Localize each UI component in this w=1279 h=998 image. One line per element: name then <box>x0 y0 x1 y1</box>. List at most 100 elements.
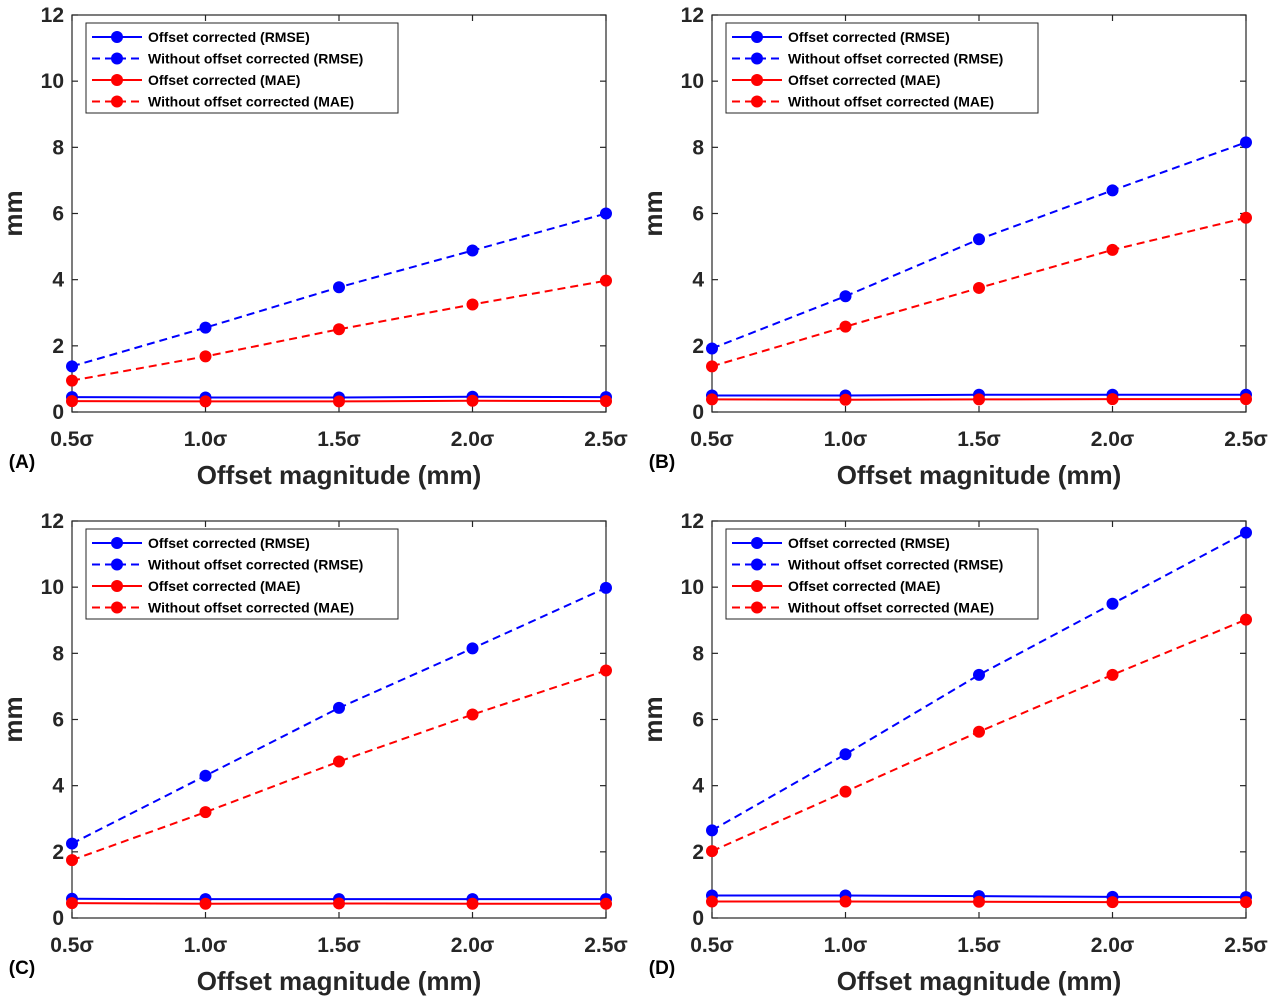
x-tick-label: 0.5σ <box>50 428 94 451</box>
x-tick-label: 1.5σ <box>957 428 1001 451</box>
data-point <box>333 701 345 714</box>
y-tick-label: 2 <box>692 841 704 864</box>
data-point <box>706 393 718 406</box>
data-point <box>1240 526 1252 539</box>
legend: Offset corrected (RMSE) Without offset co… <box>725 528 1039 620</box>
legend-entry: Offset corrected (MAE) <box>148 578 300 594</box>
y-axis-label: mm <box>0 696 28 742</box>
y-tick-label: 12 <box>681 4 704 27</box>
y-tick-label: 6 <box>52 203 64 226</box>
data-point <box>66 395 78 408</box>
y-tick-label: 6 <box>692 709 704 732</box>
data-point <box>839 895 852 908</box>
legend-marker <box>111 74 123 86</box>
y-tick-label: 0 <box>692 401 704 424</box>
legend-marker <box>751 537 763 549</box>
data-point <box>973 725 985 738</box>
x-axis-label: Offset magnitude (mm) <box>197 966 482 996</box>
data-point <box>66 360 78 373</box>
data-point <box>600 274 612 287</box>
data-point <box>973 393 985 406</box>
data-point <box>466 642 479 655</box>
x-tick-label: 2.5σ <box>584 428 628 451</box>
legend-entry: Without offset corrected (RMSE) <box>788 557 1003 573</box>
panel-label: (B) <box>649 452 675 473</box>
y-tick-label: 4 <box>692 775 704 798</box>
x-tick-label: 2.5σ <box>1224 428 1268 451</box>
legend: Offset corrected (RMSE) Without offset co… <box>85 528 399 620</box>
data-point <box>333 323 345 336</box>
legend-entry: Without offset corrected (RMSE) <box>788 51 1003 67</box>
y-tick-label: 12 <box>681 510 704 533</box>
x-tick-label: 1.0σ <box>824 428 868 451</box>
legend-entry: Without offset corrected (MAE) <box>148 94 354 110</box>
data-point <box>1240 136 1252 149</box>
data-point <box>839 290 852 303</box>
x-tick-label: 1.5σ <box>957 934 1001 957</box>
data-point <box>199 769 212 782</box>
data-point <box>1106 597 1119 610</box>
series-4 <box>706 211 1252 373</box>
series-4 <box>66 664 612 867</box>
data-point <box>1106 896 1119 909</box>
data-point <box>973 668 985 681</box>
data-point <box>973 281 985 294</box>
x-tick-label: 1.5σ <box>317 934 361 957</box>
x-tick-label: 0.5σ <box>690 934 734 957</box>
x-tick-label: 2.0σ <box>451 934 495 957</box>
data-point <box>706 342 718 355</box>
data-point <box>839 785 852 798</box>
data-point <box>466 244 479 257</box>
data-point <box>66 897 78 910</box>
x-tick-label: 1.0σ <box>184 934 228 957</box>
x-tick-label: 2.0σ <box>1091 934 1135 957</box>
x-tick-label: 2.5σ <box>1224 934 1268 957</box>
y-tick-label: 8 <box>52 136 64 159</box>
series-3 <box>706 895 1252 909</box>
legend-entry: Without offset corrected (RMSE) <box>148 557 363 573</box>
series-line <box>711 141 1247 350</box>
legend-marker <box>751 95 763 108</box>
series-line <box>71 586 607 845</box>
legend-marker <box>111 537 123 549</box>
data-point <box>1240 393 1252 406</box>
chart-panel-3: 0 2 4 6 8 10 12 0.5σ 1.0σ 1.5σ 2.0σ 2.5σ Offset magn… <box>0 510 628 996</box>
legend-entry: Offset corrected (RMSE) <box>788 535 950 551</box>
data-point <box>199 897 212 910</box>
x-axis-label: Offset magnitude (mm) <box>837 460 1122 490</box>
y-tick-label: 6 <box>52 709 64 732</box>
series-3 <box>706 393 1252 406</box>
series-line <box>71 669 607 862</box>
x-tick-label: 1.0σ <box>184 428 228 451</box>
data-point <box>199 350 212 363</box>
legend-entry: Without offset corrected (RMSE) <box>148 51 363 67</box>
data-point <box>1240 613 1252 626</box>
series-2 <box>706 526 1252 837</box>
data-point <box>66 854 78 867</box>
legend-entry: Offset corrected (RMSE) <box>148 29 310 45</box>
data-point <box>600 207 612 220</box>
chart-panel-4: 0 2 4 6 8 10 12 0.5σ 1.0σ 1.5σ 2.0σ 2.5σ Offset magn… <box>638 510 1268 996</box>
data-point <box>973 895 985 908</box>
legend-entry: Without offset corrected (MAE) <box>788 94 994 110</box>
x-tick-label: 1.5σ <box>317 428 361 451</box>
legend-entry: Without offset corrected (MAE) <box>148 600 354 616</box>
y-axis-label: mm <box>0 190 28 236</box>
data-point <box>66 837 78 850</box>
legend-entry: Without offset corrected (MAE) <box>788 600 994 616</box>
x-tick-label: 1.0σ <box>824 934 868 957</box>
panel-label: (C) <box>9 958 35 979</box>
y-tick-label: 10 <box>41 576 64 599</box>
data-point <box>1240 211 1252 224</box>
data-point <box>66 374 78 387</box>
data-point <box>333 395 345 408</box>
y-tick-label: 12 <box>41 510 64 533</box>
y-axis-label: mm <box>638 190 668 236</box>
series-2 <box>66 207 612 373</box>
series-4 <box>66 274 612 387</box>
panel-label: (D) <box>649 958 675 979</box>
legend-marker <box>751 52 763 65</box>
legend-marker <box>751 601 763 614</box>
data-point <box>1106 668 1119 681</box>
legend-marker <box>111 580 123 592</box>
